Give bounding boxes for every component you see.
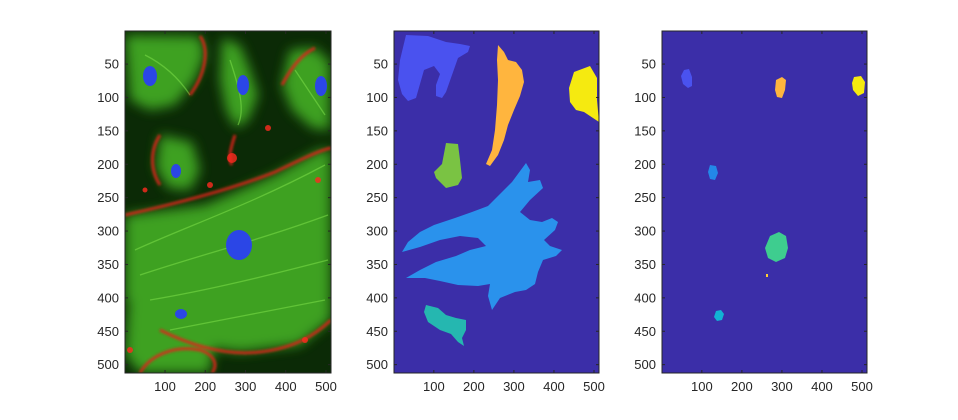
y-tick-label: 250 bbox=[634, 190, 656, 205]
y-tick-label: 200 bbox=[97, 157, 119, 172]
nucleus-region-1 bbox=[681, 69, 692, 88]
y-tick-label: 350 bbox=[366, 257, 388, 272]
y-tick-label: 400 bbox=[366, 290, 388, 305]
x-tick-label: 200 bbox=[731, 379, 753, 394]
actin-speckles bbox=[127, 125, 321, 353]
axes-3: 100 200 300 400 500 50 100 150 200 250 300 350 400 45… bbox=[634, 30, 873, 394]
y-tick-label: 100 bbox=[97, 90, 119, 105]
actin-signal bbox=[125, 35, 331, 373]
y-tick-label: 350 bbox=[634, 257, 656, 272]
y-tick-label: 250 bbox=[97, 190, 119, 205]
cell-region-6 bbox=[424, 305, 466, 346]
cell-region-2 bbox=[486, 45, 524, 166]
label-background bbox=[662, 31, 867, 373]
nucleus-region-4 bbox=[708, 165, 718, 180]
y-tick-label: 150 bbox=[634, 123, 656, 138]
y-tick-label: 50 bbox=[374, 57, 388, 72]
axes-frame bbox=[661, 30, 868, 374]
x-tick-label: 400 bbox=[811, 379, 833, 394]
cell-segmentation-panel bbox=[394, 31, 599, 373]
axes-frame bbox=[393, 30, 600, 374]
y-tick-label: 150 bbox=[97, 123, 119, 138]
nuclei-signal bbox=[143, 66, 327, 319]
fluorescence-panel bbox=[125, 31, 331, 373]
y-tick-label: 200 bbox=[634, 157, 656, 172]
nucleus-region-7 bbox=[714, 310, 724, 321]
nucleus-region-2 bbox=[775, 77, 786, 98]
cell-region-5 bbox=[402, 163, 562, 310]
y-tick-label: 300 bbox=[97, 224, 119, 239]
x-tick-label: 200 bbox=[463, 379, 485, 394]
y-tick-label: 150 bbox=[366, 123, 388, 138]
nucleus-region-5 bbox=[765, 232, 788, 262]
x-tick-label: 300 bbox=[235, 379, 257, 394]
y-tick-label: 200 bbox=[366, 157, 388, 172]
x-tick-label: 100 bbox=[154, 379, 176, 394]
y-tick-label: 450 bbox=[97, 324, 119, 339]
x-tick-label: 300 bbox=[771, 379, 793, 394]
x-tick-label: 200 bbox=[194, 379, 216, 394]
nuclei-segmentation-panel bbox=[662, 31, 867, 373]
x-tick-label: 500 bbox=[583, 379, 605, 394]
y-tick-label: 100 bbox=[366, 90, 388, 105]
axes-2: 100 200 300 400 500 50 100 150 200 250 300 350 400 45… bbox=[366, 30, 605, 394]
axes-1: 100 200 300 400 500 50 100 150 200 250 300 350 400 45… bbox=[97, 30, 337, 394]
x-tick-label: 400 bbox=[543, 379, 565, 394]
x-tick-label: 100 bbox=[423, 379, 445, 394]
y-tick-label: 300 bbox=[366, 224, 388, 239]
x-tick-label: 500 bbox=[851, 379, 873, 394]
y-tick-label: 50 bbox=[642, 57, 656, 72]
cell-region-1 bbox=[398, 35, 470, 101]
nucleus-region-6 bbox=[766, 274, 768, 277]
x-tick-label: 400 bbox=[275, 379, 297, 394]
y-tick-label: 500 bbox=[634, 357, 656, 372]
y-tick-label: 500 bbox=[97, 357, 119, 372]
y-tick-label: 250 bbox=[366, 190, 388, 205]
y-tick-label: 300 bbox=[634, 224, 656, 239]
cell-region-3 bbox=[569, 66, 599, 122]
x-tick-label: 300 bbox=[503, 379, 525, 394]
y-tick-label: 400 bbox=[634, 290, 656, 305]
cell-region-4 bbox=[434, 143, 462, 188]
y-tick-label: 350 bbox=[97, 257, 119, 272]
nucleus-region-3 bbox=[852, 76, 865, 96]
x-tick-label: 100 bbox=[691, 379, 713, 394]
y-tick-label: 450 bbox=[366, 324, 388, 339]
y-tick-label: 450 bbox=[634, 324, 656, 339]
x-tick-label: 500 bbox=[315, 379, 337, 394]
y-tick-label: 500 bbox=[366, 357, 388, 372]
y-tick-label: 400 bbox=[97, 290, 119, 305]
axes-frame bbox=[124, 30, 332, 374]
y-tick-label: 50 bbox=[105, 57, 119, 72]
y-tick-label: 100 bbox=[634, 90, 656, 105]
